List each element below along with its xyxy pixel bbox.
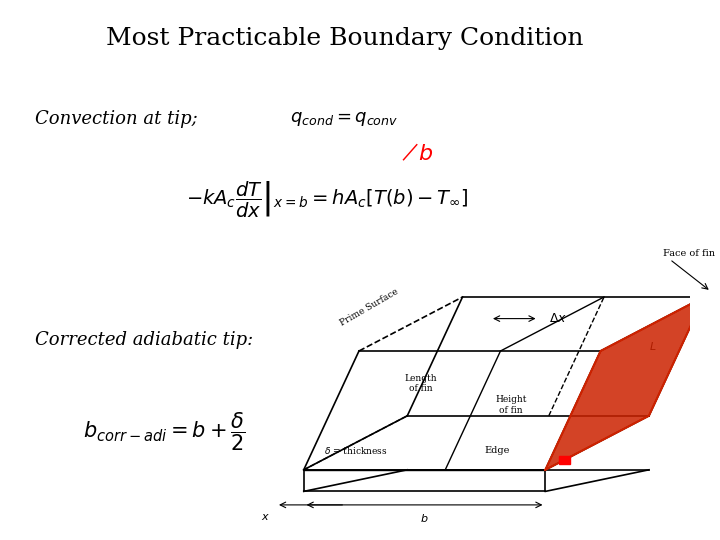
Text: Most Practicable Boundary Condition: Most Practicable Boundary Condition — [107, 27, 584, 50]
Text: $x$: $x$ — [261, 512, 270, 522]
Text: Edge: Edge — [485, 447, 510, 455]
Text: Corrected adiabatic tip:: Corrected adiabatic tip: — [35, 331, 253, 349]
Text: $b$: $b$ — [420, 512, 429, 524]
Text: $\Delta x$: $\Delta x$ — [549, 312, 567, 325]
Text: $b_{corr-adi} = b + \dfrac{\delta}{2}$: $b_{corr-adi} = b + \dfrac{\delta}{2}$ — [83, 411, 246, 453]
Text: Convection at tip;: Convection at tip; — [35, 110, 197, 128]
Text: $-kA_c\left.\dfrac{dT}{dx}\right|_{x=b} = hA_c\left[T(b) - T_{\infty}\right]$: $-kA_c\left.\dfrac{dT}{dx}\right|_{x=b} … — [186, 180, 469, 220]
Text: $q_{cond} = q_{conv}$: $q_{cond} = q_{conv}$ — [290, 110, 398, 128]
Text: Height
of fin: Height of fin — [495, 395, 526, 415]
Text: Prime Surface: Prime Surface — [338, 287, 400, 328]
Text: $\not{b}$: $\not{b}$ — [402, 143, 433, 165]
Text: Length
of fin: Length of fin — [405, 374, 438, 393]
Text: $\delta$ = thickness: $\delta$ = thickness — [325, 446, 388, 456]
Text: Face of fin: Face of fin — [662, 249, 715, 258]
Bar — [559, 456, 570, 464]
Polygon shape — [545, 297, 704, 470]
Text: $L$: $L$ — [649, 340, 657, 352]
